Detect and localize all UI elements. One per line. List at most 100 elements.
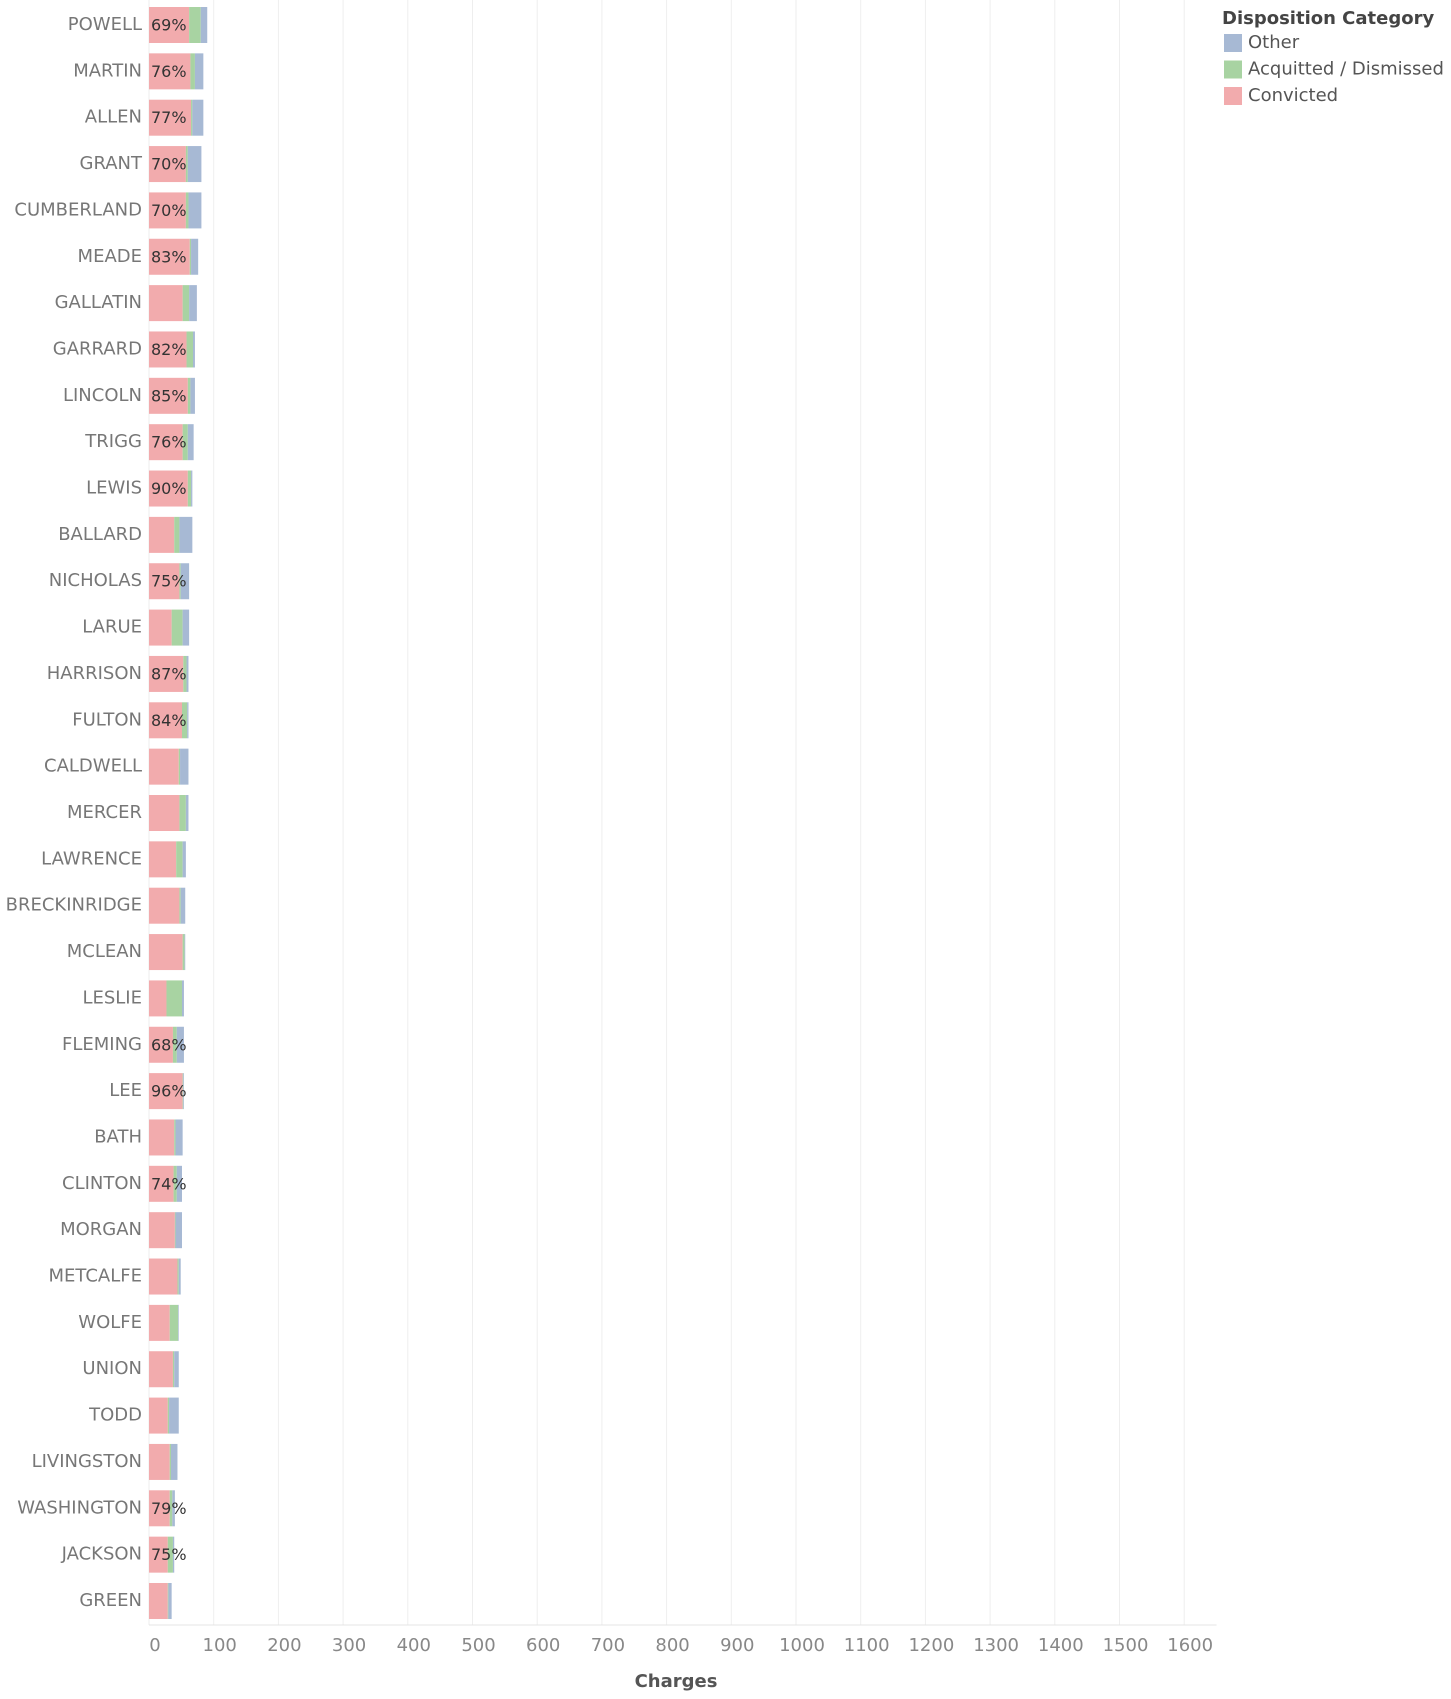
data-label: 75% xyxy=(151,1545,187,1564)
bar-segment xyxy=(169,1304,179,1341)
bar-segment xyxy=(178,1304,179,1341)
bar-segment xyxy=(172,1536,175,1573)
x-tick-label: 1300 xyxy=(973,1635,1019,1656)
x-tick-label: 1200 xyxy=(908,1635,954,1656)
y-tick-label: MEADE xyxy=(78,246,142,267)
bar-segment xyxy=(179,887,181,924)
data-label: 70% xyxy=(151,201,187,220)
bar-segment xyxy=(181,980,184,1017)
bar-segment xyxy=(183,1073,184,1110)
x-tick-label: 300 xyxy=(332,1635,366,1656)
bar-segment xyxy=(180,887,186,924)
legend-swatch xyxy=(1224,87,1242,105)
x-tick-label: 500 xyxy=(461,1635,495,1656)
bar-segment xyxy=(189,285,197,322)
bar-segment xyxy=(191,470,193,507)
y-tick-label: WASHINGTON xyxy=(17,1497,142,1518)
bar-segment xyxy=(179,563,181,600)
data-label: 82% xyxy=(151,340,187,359)
bar-segment xyxy=(149,841,177,878)
y-tick-label: LIVINGSTON xyxy=(32,1451,142,1472)
bar-segment xyxy=(194,53,204,90)
data-label: 76% xyxy=(151,62,187,81)
bar-segment xyxy=(149,1026,173,1063)
bar-segment xyxy=(149,238,190,275)
data-label: 77% xyxy=(151,108,187,127)
x-tick-label: 1100 xyxy=(844,1635,890,1656)
y-tick-label: NICHOLAS xyxy=(49,570,142,591)
y-tick-label: CLINTON xyxy=(62,1173,142,1194)
bar-segment xyxy=(149,53,191,90)
bar-segment xyxy=(187,702,189,739)
bar-segment xyxy=(187,424,194,461)
bar-segment xyxy=(189,238,192,275)
y-tick-label: LEWIS xyxy=(86,478,142,499)
bar-segment xyxy=(149,1258,178,1295)
bar-segment xyxy=(149,1073,183,1110)
data-label: 69% xyxy=(151,16,187,35)
data-label: 76% xyxy=(151,433,187,452)
bar-segment xyxy=(149,609,172,646)
x-tick-label: 0 xyxy=(149,1635,160,1656)
x-tick-label: 200 xyxy=(267,1635,301,1656)
bar-segment xyxy=(191,99,193,136)
x-tick-label: 1400 xyxy=(1038,1635,1084,1656)
bar-segment xyxy=(149,795,180,831)
bar-segment xyxy=(176,841,183,878)
bar-segment xyxy=(190,377,195,414)
bar-segment xyxy=(149,331,187,368)
bar-segment xyxy=(167,1536,173,1573)
bar-segment xyxy=(149,470,188,507)
bar-segment xyxy=(185,146,188,183)
y-tick-label: JACKSON xyxy=(61,1544,142,1565)
legend-swatch xyxy=(1224,34,1242,52)
x-tick-label: 800 xyxy=(655,1635,689,1656)
bar-segment xyxy=(182,285,190,322)
bar-segment xyxy=(166,980,182,1017)
bar-segment xyxy=(184,934,186,971)
bar-segment xyxy=(182,934,185,971)
y-tick-label: TODD xyxy=(88,1405,142,1426)
bar-segment xyxy=(179,795,186,831)
bar-segment xyxy=(187,377,191,414)
y-tick-label: LEE xyxy=(109,1080,142,1101)
x-tick-label: 100 xyxy=(203,1635,237,1656)
bar-segment xyxy=(175,1212,182,1249)
y-tick-label: HARRISON xyxy=(47,663,142,684)
y-tick-label: FLEMING xyxy=(62,1034,142,1055)
bar-segment xyxy=(167,1583,169,1619)
bar-segment xyxy=(149,1536,168,1573)
bar-segment xyxy=(200,7,208,43)
data-label: 90% xyxy=(151,479,187,498)
bar-segment xyxy=(173,1165,177,1202)
bar-segment xyxy=(149,1490,170,1527)
bar-segment xyxy=(170,1443,178,1480)
bar-segment xyxy=(180,748,189,785)
bar-segment xyxy=(149,1304,170,1341)
bar-segment xyxy=(186,655,189,692)
bar-segment xyxy=(149,192,186,229)
y-tick-label: LAWRENCE xyxy=(41,848,142,869)
bar-segment xyxy=(182,424,188,461)
y-tick-label: LESLIE xyxy=(82,987,142,1008)
y-tick-label: CUMBERLAND xyxy=(14,199,142,220)
bar-segment xyxy=(149,146,186,183)
legend-label: Convicted xyxy=(1248,85,1338,106)
bar-segment xyxy=(190,53,195,90)
y-tick-label: BRECKINRIDGE xyxy=(6,895,142,916)
bar-segment xyxy=(149,1212,175,1249)
bar-segment xyxy=(149,887,180,924)
y-tick-label: BATH xyxy=(94,1126,142,1147)
bar-segment xyxy=(176,1026,184,1063)
x-tick-label: 900 xyxy=(720,1635,754,1656)
y-tick-label: GREEN xyxy=(79,1590,142,1611)
bar-segment xyxy=(169,1443,171,1480)
bar-segment xyxy=(181,702,188,739)
bar-segment xyxy=(149,1583,168,1619)
x-tick-label: 600 xyxy=(526,1635,560,1656)
bar-segment xyxy=(149,1443,170,1480)
bar-segment xyxy=(149,1165,174,1202)
data-label: 96% xyxy=(151,1082,187,1101)
y-tick-label: FULTON xyxy=(72,709,142,730)
